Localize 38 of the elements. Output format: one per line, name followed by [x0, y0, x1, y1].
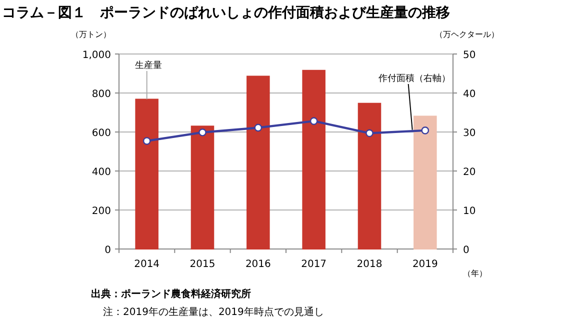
y-tick-label: 400	[92, 167, 111, 178]
point	[142, 137, 151, 145]
y2-tick-label: 40	[463, 89, 476, 100]
x-tick-label: 2018	[356, 259, 382, 270]
x-axis-title: （年）	[463, 269, 487, 278]
y2-tick-label: 20	[463, 167, 476, 178]
bar	[358, 102, 382, 250]
y-tick-label: 200	[92, 206, 111, 217]
y-tick-label: 0	[104, 245, 111, 256]
y-tick-label: 800	[92, 89, 111, 100]
y2-tick-label: 10	[463, 206, 476, 217]
x-tick-label: 2016	[245, 259, 271, 270]
point	[366, 129, 374, 138]
text: 注：2019年の生産量は、2019年時点での見通し	[103, 306, 324, 318]
point	[310, 117, 318, 125]
y2-tick-label: 30	[463, 128, 476, 139]
source-note: 出典：ポーランド農食料経済研究所	[91, 288, 251, 300]
text: 作付面積（右軸）	[377, 73, 450, 84]
y2-tick-label: 0	[463, 245, 470, 256]
y2-tick-label: 50	[463, 50, 476, 61]
bar	[135, 98, 158, 250]
point	[254, 124, 262, 132]
bar	[190, 126, 214, 250]
x-tick-label: 2014	[134, 259, 160, 270]
chart-title: コラム－図１ ポーランドのばれいしょの作付面積および生産量の推移	[2, 4, 450, 21]
x-tick-label: 2019	[412, 259, 438, 270]
bar	[246, 76, 270, 250]
point	[198, 128, 206, 136]
y-tick-label: 600	[92, 128, 111, 139]
y2-axis-title: （万ヘクタール）	[435, 30, 499, 39]
y-axis-title: （万トン）	[71, 30, 111, 39]
y-tick-label: 1,000	[82, 50, 111, 61]
point	[421, 126, 430, 134]
x-tick-label: 2017	[301, 259, 327, 270]
text: 生産量	[134, 60, 162, 71]
bar	[302, 70, 326, 250]
x-tick-label: 2015	[190, 259, 216, 270]
bar	[414, 116, 437, 250]
